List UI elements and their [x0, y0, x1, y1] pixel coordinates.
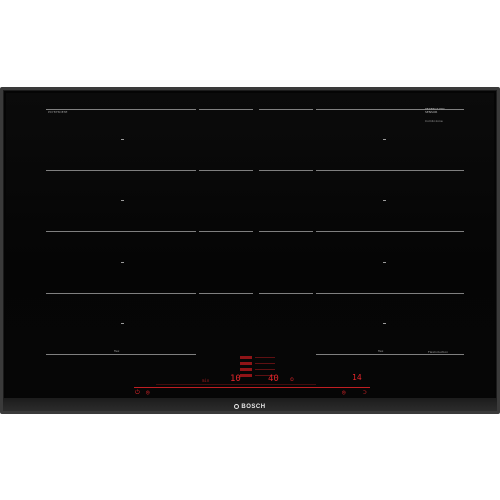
program-indicator [240, 362, 252, 365]
zone-line-row3-left [46, 231, 196, 232]
model-label: PXY875DE3E [48, 110, 68, 114]
flex-zone-label-right: flex [378, 349, 384, 353]
zone-center-mark [121, 200, 124, 201]
zone-center-mark [121, 323, 124, 324]
zone-line-row2-left [46, 170, 196, 171]
program-label-bar [255, 357, 275, 358]
combi-zone-label: Combi zone [425, 119, 443, 123]
zone-center-mark [383, 262, 386, 263]
zone-line-row2-midright [259, 170, 313, 171]
zone-line-row4-midleft [199, 293, 253, 294]
brand-logo: BOSCH [3, 404, 497, 410]
flex-zone-label-left: flex [114, 349, 120, 353]
zone-line-row5-left [46, 354, 196, 355]
zone-center-mark [121, 262, 124, 263]
zone-line-row1-midright [259, 109, 313, 110]
zone-line-row1-right [316, 109, 464, 110]
bottom-frame: BOSCH [3, 398, 497, 411]
zone-line-row4-left [46, 293, 196, 294]
left-control-hint: min [202, 378, 210, 383]
zone-line-row2-right [316, 170, 464, 171]
program-label-bar [255, 369, 275, 370]
bosch-armature-icon [234, 404, 240, 409]
zone-line-row1-midleft [199, 109, 253, 110]
touch-slider-bar[interactable] [134, 387, 370, 388]
lock-icon[interactable]: ⊃ [363, 389, 367, 396]
zone-line-row4-midright [259, 293, 313, 294]
program-indicator [240, 374, 252, 377]
power-icon[interactable]: ⏻ [135, 389, 140, 396]
program-indicator [240, 368, 252, 371]
timer-icon[interactable]: ⏲ [290, 377, 294, 383]
program-label-bar [255, 363, 275, 364]
zone-center-mark [383, 139, 386, 140]
left-zone-select-icon[interactable]: ◎ [146, 389, 150, 396]
zone-line-row5-right [316, 354, 464, 355]
touch-slider-scale [156, 384, 316, 385]
flexinduction-label: FlexInduction [428, 350, 449, 354]
timer-display: 10 [230, 374, 241, 384]
zone-line-row3-right [316, 231, 464, 232]
zone-line-row3-midleft [199, 231, 253, 232]
zone-line-row1-left [46, 109, 196, 110]
program-indicator [240, 356, 252, 359]
program-label-bar [255, 375, 275, 376]
center-display: 40 [268, 374, 279, 384]
zone-line-row4-right [316, 293, 464, 294]
zone-center-mark [383, 200, 386, 201]
zone-center-mark [383, 323, 386, 324]
right-display: 14 [352, 373, 362, 382]
ceramic-glass-surface: PXY875DE3E PERFECT FRY SENSOR Combi zone [6, 93, 494, 398]
right-zone-select-icon[interactable]: ◎ [342, 389, 346, 396]
induction-cooktop: PXY875DE3E PERFECT FRY SENSOR Combi zone [0, 87, 500, 414]
zone-line-row3-midright [259, 231, 313, 232]
zone-center-mark [121, 139, 124, 140]
zone-line-row2-midleft [199, 170, 253, 171]
